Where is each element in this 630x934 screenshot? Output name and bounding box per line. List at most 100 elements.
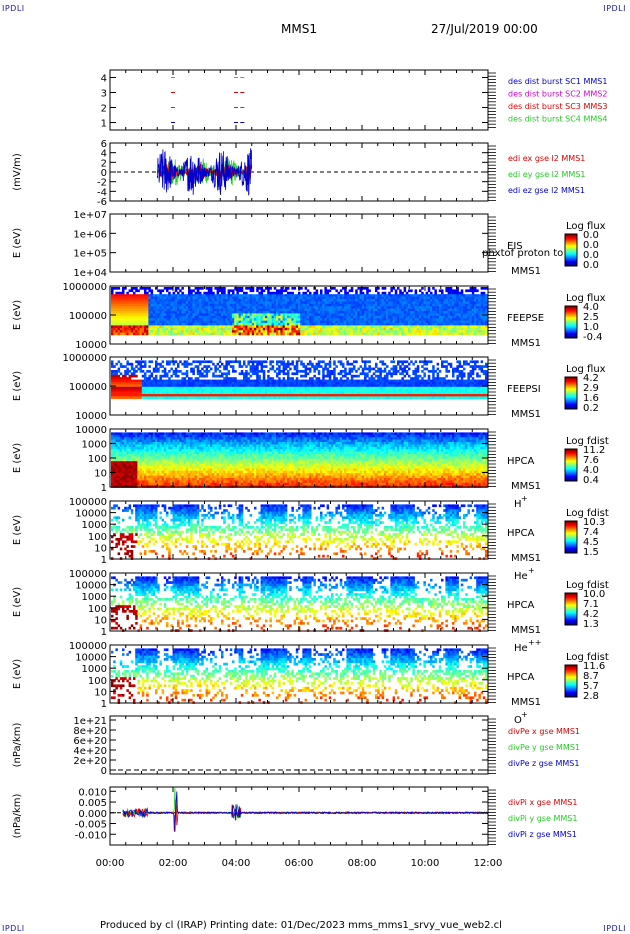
- heatmap-cell: [293, 330, 297, 333]
- heatmap-cell: [392, 325, 396, 329]
- heatmap-cell: [346, 391, 349, 395]
- heatmap-cell: [203, 296, 206, 300]
- heatmap-cell: [421, 299, 424, 302]
- heatmap-cell: [298, 315, 301, 319]
- x-tick-label: 04:00: [222, 858, 251, 869]
- heatmap-cell: [238, 330, 242, 333]
- heatmap-cell: [256, 308, 259, 312]
- heatmap-cell: [119, 291, 123, 295]
- heatmap-cell: [287, 379, 290, 383]
- heatmap-cell: [403, 325, 407, 329]
- heatmap-cell: [150, 308, 154, 312]
- heatmap-cell: [152, 299, 156, 302]
- heatmap-cell: [337, 301, 341, 305]
- heatmap-cell: [331, 299, 334, 302]
- heatmap-cell: [282, 315, 286, 319]
- heatmap-cell: [265, 323, 268, 326]
- heatmap-cell: [280, 379, 283, 383]
- heatmap-cell: [342, 386, 345, 390]
- heatmap-cell: [130, 384, 134, 388]
- heatmap-cell: [309, 389, 312, 392]
- heatmap-cell: [300, 306, 303, 309]
- heatmap-cell: [471, 313, 475, 317]
- heatmap-cell: [251, 299, 255, 302]
- heatmap-cell: [229, 323, 233, 326]
- heatmap-cell: [342, 313, 345, 317]
- heatmap-cell: [460, 289, 464, 293]
- heatmap-cell: [203, 327, 206, 331]
- heatmap-cell: [157, 370, 160, 373]
- heatmap-cell: [172, 311, 176, 314]
- heatmap-cell: [416, 327, 420, 331]
- heatmap-cell: [278, 325, 281, 329]
- heatmap-cell: [258, 370, 261, 373]
- colorbar-cell: [565, 317, 577, 319]
- heatmap-cell: [174, 370, 178, 373]
- heatmap-cell: [353, 303, 356, 307]
- heatmap-cell: [183, 384, 187, 388]
- heatmap-cell: [161, 299, 165, 302]
- heatmap-cell: [271, 367, 275, 371]
- heatmap-cell: [348, 389, 352, 392]
- heatmap-cell: [280, 294, 283, 297]
- colorbar-cell: [565, 310, 577, 312]
- heatmap-cell: [139, 394, 143, 397]
- heatmap-cell: [377, 308, 380, 312]
- heatmap-cell: [287, 311, 290, 314]
- heatmap-cell: [271, 396, 275, 400]
- heatmap-cell: [309, 325, 312, 329]
- heatmap-cell: [146, 396, 149, 400]
- heatmap-cell: [467, 315, 470, 319]
- heatmap-cell: [317, 382, 321, 385]
- heatmap-cell: [335, 391, 338, 395]
- heatmap-cell: [357, 320, 360, 324]
- heatmap-cell: [416, 299, 420, 302]
- heatmap-cell: [260, 287, 264, 290]
- heatmap-cell: [141, 379, 145, 383]
- heatmap-cell: [144, 394, 147, 397]
- heatmap-cell: [368, 313, 371, 317]
- heatmap-cell: [141, 287, 145, 290]
- heatmap-cell: [309, 313, 312, 317]
- heatmap-cell: [126, 379, 129, 383]
- heatmap-cell: [344, 294, 347, 297]
- heatmap-cell: [302, 391, 305, 395]
- heatmap-cell: [126, 396, 129, 400]
- heatmap-cell: [480, 294, 484, 297]
- heatmap-cell: [185, 303, 189, 307]
- heatmap-cell: [425, 332, 429, 336]
- heatmap-cell: [183, 330, 187, 333]
- heatmap-cell: [436, 315, 440, 319]
- heatmap-cell: [284, 394, 288, 397]
- heatmap-cell: [232, 299, 235, 302]
- heatmap-cell: [304, 301, 308, 305]
- heatmap-cell: [247, 303, 250, 307]
- heatmap-cell: [302, 382, 305, 385]
- heatmap-cell: [139, 327, 143, 331]
- heatmap-cell: [113, 330, 116, 333]
- heatmap-cell: [331, 327, 334, 331]
- heatmap-cell: [372, 301, 376, 305]
- heatmap-cell: [181, 332, 184, 336]
- heatmap-cell: [289, 367, 292, 371]
- heatmap-cell: [260, 332, 264, 336]
- colorbar-frame: [564, 305, 578, 339]
- heatmap-cell: [331, 396, 334, 400]
- heatmap-cell: [364, 320, 367, 324]
- heatmap-cell: [471, 303, 475, 307]
- heatmap-cell: [115, 391, 118, 395]
- heatmap-cell: [333, 377, 336, 380]
- heatmap-cell: [258, 308, 261, 312]
- heatmap-cell: [139, 362, 143, 366]
- heatmap-cell: [122, 308, 125, 312]
- heatmap-cell: [320, 391, 323, 395]
- heatmap-cell: [302, 327, 305, 331]
- heatmap-cell: [214, 303, 217, 307]
- heatmap-cell: [333, 379, 336, 383]
- heatmap-cell: [482, 320, 486, 324]
- heatmap-cell: [133, 311, 136, 314]
- heatmap-cell: [350, 330, 354, 333]
- heatmap-cell: [133, 299, 136, 302]
- heatmap-cell: [300, 301, 303, 305]
- heatmap-cell: [223, 313, 226, 317]
